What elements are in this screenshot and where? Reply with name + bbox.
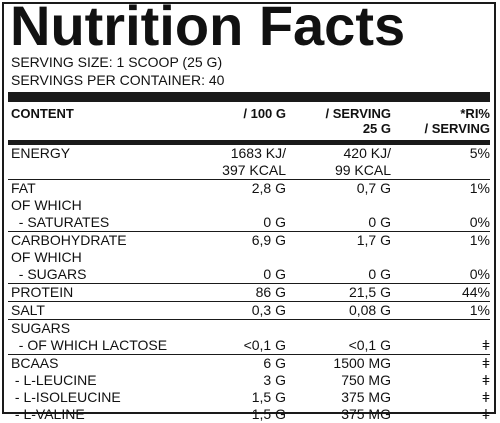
servings-per-container: SERVINGS PER CONTAINER: 40 <box>11 72 225 88</box>
table-row-line: - OF WHICH LACTOSE <0,1 G <0,1 G ǂ <box>8 337 490 354</box>
header-ri-line2: / SERVING <box>424 121 490 136</box>
per-100g-value: 0 G <box>263 214 286 230</box>
nutrient-name: SALT <box>11 302 45 318</box>
table-row-line: - L-LEUCINE 3 G 750 MG ǂ <box>8 372 490 389</box>
per-100g-value: 2,8 G <box>251 180 286 196</box>
per-100g-value: 1683 KJ/ <box>230 145 286 161</box>
nutrient-name: OF WHICH <box>11 197 82 213</box>
table-row-line: - L-VALINE 1,5 G 375 MG ǂ <box>8 406 490 423</box>
per-serving-value: 375 MG <box>341 389 391 405</box>
ri-value: ǂ <box>481 355 490 371</box>
nutrient-name: - L-VALINE <box>11 406 85 422</box>
ri-value: ǂ <box>481 337 490 353</box>
table-row-line: CARBOHYDRATE 6,9 G 1,7 G 1% <box>8 232 490 249</box>
per-serving-value: 99 KCAL <box>334 162 391 178</box>
per-100g-value: <0,1 G <box>243 337 286 353</box>
table-row-line: - SUGARS 0 G 0 G 0% <box>8 266 490 283</box>
nutrient-name: - SATURATES <box>11 214 110 230</box>
table-row: ENERGY 1683 KJ/420 KJ/5% 397 KCAL 99 KCAL <box>8 145 490 180</box>
table-row-line: PROTEIN 86 G 21,5 G 44% <box>8 284 490 301</box>
table-row: SALT 0,3 G 0,08 G 1% <box>8 302 490 320</box>
ri-value: 1% <box>469 302 490 318</box>
header-ri-line1: *RI% <box>460 106 490 121</box>
ri-value: 5% <box>469 145 490 161</box>
table-row-line: BCAAS 6 G 1500 MG ǂ <box>8 355 490 372</box>
per-serving-value: 0 G <box>368 266 391 282</box>
table-row: SUGARS - OF WHICH LACTOSE <0,1 G <0,1 G ǂ <box>8 320 490 355</box>
thick-divider <box>8 92 490 102</box>
nutrient-name: PROTEIN <box>11 284 74 300</box>
per-serving-value: 0 G <box>368 214 391 230</box>
per-100g-value: 86 G <box>255 284 286 300</box>
header-per-100g: / 100 G <box>243 106 286 121</box>
table-row: FAT 2,8 G 0,7 G 1% OF WHICH - SATURATES 0 G 0 … <box>8 180 490 232</box>
table-row: CARBOHYDRATE 6,9 G 1,7 G 1% OF WHICH - SUGAR… <box>8 232 490 284</box>
serving-size: SERVING SIZE: 1 SCOOP (25 G) <box>11 54 223 70</box>
per-serving-value: 21,5 G <box>348 284 391 300</box>
table-row-line: FAT 2,8 G 0,7 G 1% <box>8 180 490 197</box>
ri-value: ǂ <box>481 389 490 405</box>
ri-value: 1% <box>469 232 490 248</box>
table-row-line: OF WHICH <box>8 249 490 266</box>
table-row-line: SALT 0,3 G 0,08 G 1% <box>8 302 490 319</box>
table-row-line: OF WHICH <box>8 197 490 214</box>
table-row-line: SUGARS <box>8 320 490 337</box>
nutrient-name: - OF WHICH LACTOSE <box>11 337 168 353</box>
nutrient-name: - L-ISOLEUCINE <box>11 389 121 405</box>
table-row-line: ENERGY 1683 KJ/420 KJ/5% <box>8 145 490 162</box>
nutrient-name: CARBOHYDRATE <box>11 232 127 248</box>
header-divider <box>8 140 490 145</box>
header-per-serving-line2: 25 G <box>362 121 391 136</box>
per-100g-value: 397 KCAL <box>222 162 286 178</box>
table-row-line: - SATURATES 0 G 0 G 0% <box>8 214 490 231</box>
table-row: PROTEIN 86 G 21,5 G 44% <box>8 284 490 302</box>
per-100g-value: 3 G <box>263 372 286 388</box>
nutrient-name: - L-LEUCINE <box>11 372 97 388</box>
per-serving-value: 375 MG <box>341 406 391 422</box>
nutrient-name: ENERGY <box>11 145 71 161</box>
per-serving-value: 420 KJ/ <box>343 145 391 161</box>
ri-value: ǂ <box>481 372 490 388</box>
label-title: Nutrition Facts <box>10 0 406 57</box>
per-100g-value: 1,5 G <box>251 389 286 405</box>
header-per-serving: / SERVING 25 G <box>325 106 391 136</box>
nutrient-table: ENERGY 1683 KJ/420 KJ/5% 397 KCAL 99 KCAL FA… <box>8 145 490 423</box>
ri-value: ǂ <box>481 406 490 422</box>
per-serving-value: 1500 MG <box>333 355 391 371</box>
per-serving-value: 750 MG <box>341 372 391 388</box>
nutrient-name: - SUGARS <box>11 266 87 282</box>
nutrient-name: BCAAS <box>11 355 59 371</box>
header-per-serving-line1: / SERVING <box>325 106 391 121</box>
per-serving-value: 0,7 G <box>356 180 391 196</box>
header-ri: *RI% / SERVING <box>424 106 490 136</box>
per-serving-value: <0,1 G <box>348 337 391 353</box>
per-serving-value: 1,7 G <box>356 232 391 248</box>
per-100g-value: 1,5 G <box>251 406 286 422</box>
ri-value: 44% <box>461 284 490 300</box>
per-100g-value: 0,3 G <box>251 302 286 318</box>
nutrient-name: SUGARS <box>11 320 71 336</box>
nutrient-name: OF WHICH <box>11 249 82 265</box>
table-row-line: - L-ISOLEUCINE 1,5 G 375 MG ǂ <box>8 389 490 406</box>
per-100g-value: 6,9 G <box>251 232 286 248</box>
table-row: BCAAS 6 G 1500 MG ǂ - L-LEUCINE 3 G 750 MG ǂ -… <box>8 355 490 423</box>
ri-value: 1% <box>469 180 490 196</box>
nutrient-name: FAT <box>11 180 36 196</box>
header-content: CONTENT <box>11 106 74 121</box>
per-serving-value: 0,08 G <box>348 302 391 318</box>
per-100g-value: 0 G <box>263 266 286 282</box>
ri-value: 0% <box>469 214 490 230</box>
ri-value: 0% <box>469 266 490 282</box>
table-row-line: 397 KCAL 99 KCAL <box>8 162 490 179</box>
per-100g-value: 6 G <box>263 355 286 371</box>
